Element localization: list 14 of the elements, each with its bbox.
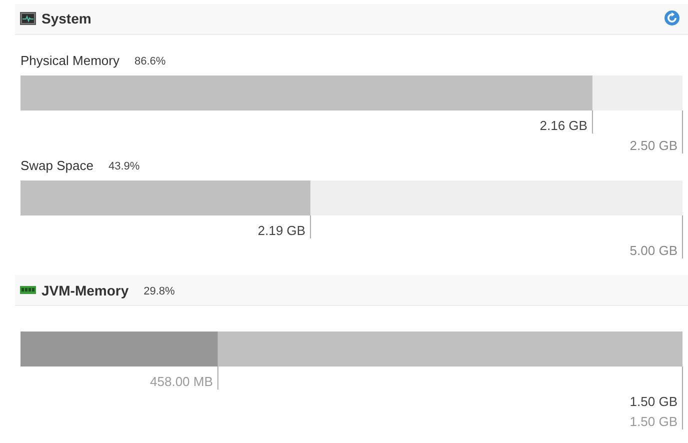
- total-label: 5.00 GB: [630, 243, 678, 258]
- chart-subtitle: 86.6%: [134, 56, 166, 68]
- chart-subtitle: 43.9%: [108, 160, 140, 172]
- text: 1.50 GB: [630, 394, 678, 409]
- text: 1.50 GB: [630, 414, 678, 429]
- data-label: 2.19 GB: [258, 223, 306, 238]
- chart-title: Swap Space: [20, 158, 94, 173]
- chart-subtitle: 29.8%: [144, 286, 176, 298]
- data-label: 2.16 GB: [540, 118, 588, 133]
- text: System: [42, 10, 92, 26]
- chart-title: Physical Memory: [20, 53, 120, 68]
- total-label: 2.50 GB: [630, 138, 678, 153]
- chart-title: JVM-Memory: [42, 282, 129, 298]
- data-label: 458.00 MB: [150, 374, 213, 389]
